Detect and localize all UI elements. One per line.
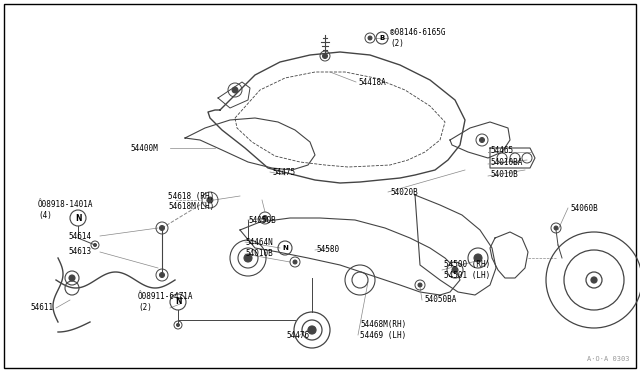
Text: ®08146-6165G
(2): ®08146-6165G (2) (390, 28, 445, 48)
Text: 54500 (RH)
54501 (LH): 54500 (RH) 54501 (LH) (444, 260, 490, 280)
Circle shape (244, 254, 252, 262)
Circle shape (323, 54, 328, 58)
Text: N: N (282, 245, 288, 251)
Circle shape (262, 215, 268, 221)
Text: 54468M(RH)
54469 (LH): 54468M(RH) 54469 (LH) (360, 320, 406, 340)
Text: 54613: 54613 (68, 247, 91, 257)
Circle shape (554, 226, 558, 230)
Text: 54060B: 54060B (570, 203, 598, 212)
Text: 54010BA: 54010BA (490, 157, 522, 167)
Text: N: N (175, 298, 181, 307)
Text: A·O·A 0303: A·O·A 0303 (588, 356, 630, 362)
Circle shape (177, 324, 179, 327)
Circle shape (308, 326, 316, 334)
Text: Ô08918-1401A
(4): Ô08918-1401A (4) (38, 200, 93, 220)
Circle shape (69, 275, 75, 281)
Text: N: N (75, 214, 81, 222)
Text: Ô08911-64Z1A
(2): Ô08911-64Z1A (2) (138, 292, 193, 312)
Circle shape (591, 277, 597, 283)
Circle shape (418, 283, 422, 287)
Text: 54618 (RH): 54618 (RH) (168, 192, 214, 201)
Text: 54464N: 54464N (245, 237, 273, 247)
Text: 54465: 54465 (490, 145, 513, 154)
Text: 54580: 54580 (316, 246, 339, 254)
Circle shape (368, 36, 372, 40)
Circle shape (474, 254, 482, 262)
Circle shape (93, 244, 97, 247)
Text: 54475: 54475 (272, 167, 295, 176)
Text: 54010B: 54010B (490, 170, 518, 179)
Text: 54611: 54611 (30, 304, 53, 312)
Text: 54418A: 54418A (358, 77, 386, 87)
Circle shape (293, 260, 297, 264)
Circle shape (159, 225, 164, 231)
Text: 54618M(LH): 54618M(LH) (168, 202, 214, 211)
Circle shape (232, 87, 238, 93)
Circle shape (159, 273, 164, 278)
Circle shape (479, 138, 484, 142)
Circle shape (452, 267, 458, 273)
Text: 54050BA: 54050BA (424, 295, 456, 305)
Text: 54020B: 54020B (390, 187, 418, 196)
Text: B: B (380, 35, 385, 41)
Text: 54050B: 54050B (248, 215, 276, 224)
Text: 54010B: 54010B (245, 250, 273, 259)
Text: 54400M: 54400M (130, 144, 157, 153)
FancyBboxPatch shape (4, 4, 636, 368)
Text: 54476: 54476 (286, 331, 309, 340)
Circle shape (207, 197, 213, 203)
Text: 54614: 54614 (68, 231, 91, 241)
